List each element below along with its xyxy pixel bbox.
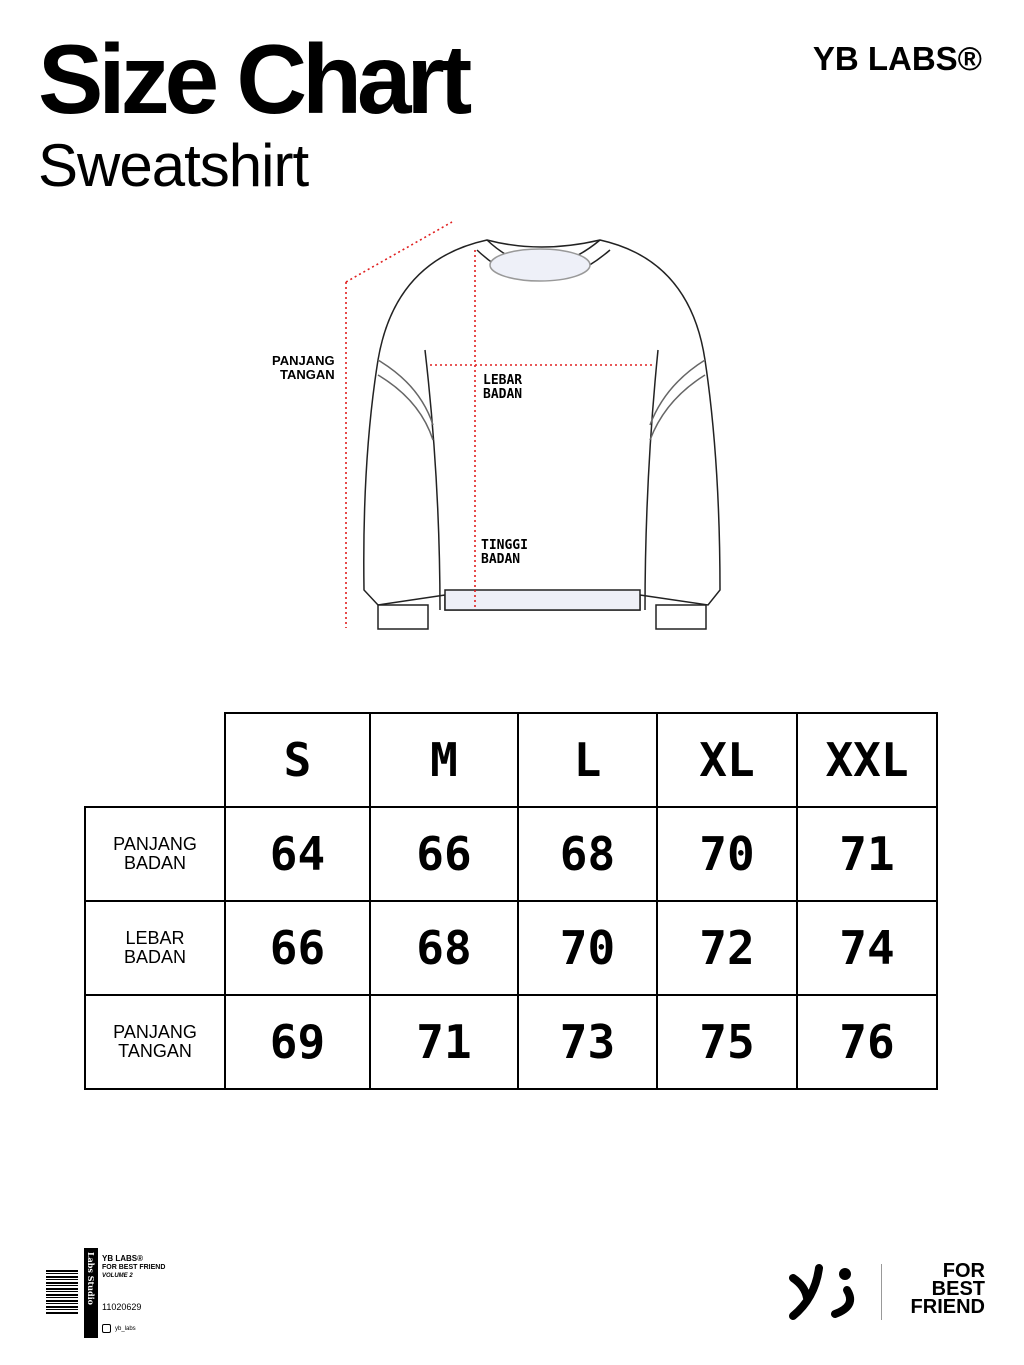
tag-side-text: Labs Studio — [86, 1252, 96, 1305]
size-header-xxl: XXL — [796, 712, 938, 808]
size-header-xl: XL — [656, 712, 798, 808]
label-line: LEBAR — [483, 373, 523, 388]
label-lebar-badan: LEBAR BADAN — [483, 374, 522, 402]
tag-brand: YB LABS® — [102, 1254, 144, 1263]
sweatshirt-diagram: PANJANG TANGAN LEBAR BADAN TINGGI BADAN — [0, 210, 1024, 640]
row-label-line: LEBAR — [125, 928, 185, 948]
size-table: S M L XL XXL PANJANG BADAN 64 66 68 70 71… — [84, 712, 938, 1090]
row-label-line: BADAN — [123, 853, 186, 873]
table-cell: 71 — [796, 806, 938, 902]
size-header-m: M — [369, 712, 519, 808]
empty-corner-cell — [85, 713, 226, 808]
row-label: PANJANG BADAN — [84, 806, 226, 902]
table-row: PANJANG BADAN 64 66 68 70 71 — [84, 806, 938, 902]
footer-logo: FOR BEST FRIEND — [785, 1258, 985, 1328]
table-cell: 66 — [224, 900, 371, 996]
footer-divider — [881, 1264, 882, 1320]
row-label: PANJANG TANGAN — [84, 994, 226, 1090]
instagram-icon — [102, 1324, 111, 1333]
logo-line: BEST — [931, 1278, 985, 1300]
logo-line: FOR — [942, 1260, 985, 1282]
table-cell: 70 — [517, 900, 658, 996]
table-row: LEBAR BADAN 66 68 70 72 74 — [84, 900, 938, 996]
size-header-l: L — [517, 712, 658, 808]
tag-side-strip: Labs Studio — [84, 1248, 98, 1338]
label-panjang-tangan: PANJANG TANGAN — [272, 354, 335, 382]
table-cell: 75 — [656, 994, 798, 1090]
table-cell: 66 — [369, 806, 519, 902]
logo-line: FRIEND — [910, 1296, 985, 1318]
page-subtitle: Sweatshirt — [38, 132, 309, 199]
label-line: PANJANG — [272, 353, 335, 368]
tag-info: YB LABS® FOR BEST FRIEND VOLUME 2 — [102, 1254, 165, 1281]
row-label-line: BADAN — [123, 947, 186, 967]
row-label-line: PANJANG — [113, 834, 197, 854]
label-line: TANGAN — [279, 367, 335, 382]
table-cell: 72 — [656, 900, 798, 996]
yb-monogram-icon — [789, 1264, 854, 1320]
tag-line2: VOLUME 2 — [102, 1273, 133, 1279]
sweatshirt-illustration — [345, 221, 721, 630]
measurement-lines — [345, 221, 655, 628]
size-header-s: S — [224, 712, 371, 808]
row-label-line: TANGAN — [118, 1041, 192, 1061]
table-cell: 68 — [517, 806, 658, 902]
label-tinggi-badan: TINGGI BADAN — [481, 539, 528, 567]
table-cell: 70 — [656, 806, 798, 902]
table-cell: 76 — [796, 994, 938, 1090]
page-title: Size Chart — [38, 24, 472, 134]
table-row: PANJANG TANGAN 69 71 73 75 76 — [84, 994, 938, 1090]
barcode-icon — [46, 1270, 78, 1314]
label-line: BADAN — [483, 387, 523, 402]
product-tag: Labs Studio YB LABS® FOR BEST FRIEND VOL… — [44, 1248, 194, 1340]
instagram-handle: yb_labs — [115, 1325, 136, 1332]
row-label: LEBAR BADAN — [84, 900, 226, 996]
label-line: TINGGI — [481, 538, 528, 553]
size-header-row: S M L XL XXL — [85, 712, 938, 808]
table-cell: 69 — [224, 994, 371, 1090]
table-cell: 74 — [796, 900, 938, 996]
tag-instagram: yb_labs — [102, 1324, 136, 1333]
table-cell: 71 — [369, 994, 519, 1090]
tag-code: 11020629 — [102, 1302, 142, 1312]
table-cell: 64 — [224, 806, 371, 902]
table-cell: 73 — [517, 994, 658, 1090]
for-best-friend-logo: FOR BEST FRIEND — [910, 1260, 985, 1318]
label-line: BADAN — [481, 552, 521, 567]
row-label-line: PANJANG — [113, 1022, 197, 1042]
brand-logo: YB LABS® — [812, 40, 982, 77]
table-cell: 68 — [369, 900, 519, 996]
tag-line1: FOR BEST FRIEND — [102, 1264, 166, 1271]
